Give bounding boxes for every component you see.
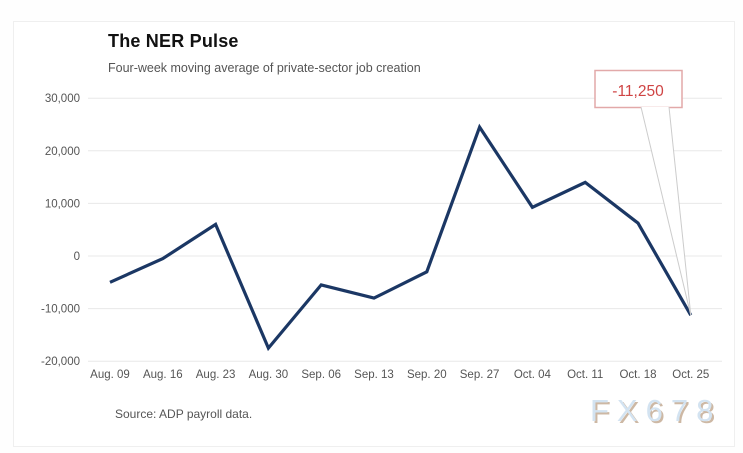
chart-subtitle: Four-week moving average of private-sect… xyxy=(108,61,421,75)
x-axis-label: Sep. 06 xyxy=(301,369,341,381)
annotation-box xyxy=(594,69,683,109)
y-axis-label: -20,000 xyxy=(41,356,80,368)
x-axis-label: Sep. 13 xyxy=(354,369,394,381)
x-axis-label: Aug. 23 xyxy=(196,369,236,381)
x-axis-label: Aug. 09 xyxy=(90,369,130,381)
y-axis-label: 30,000 xyxy=(45,93,80,105)
x-axis-label: Aug. 16 xyxy=(143,369,183,381)
data-line xyxy=(109,123,693,352)
x-axis-label: Oct. 25 xyxy=(672,369,709,381)
x-axis-label: Oct. 18 xyxy=(619,369,656,381)
source-note: Source: ADP payroll data. xyxy=(115,407,253,421)
x-axis-label: Aug. 30 xyxy=(249,369,289,381)
x-axis-label: Sep. 20 xyxy=(407,369,447,381)
x-axis-label: Oct. 11 xyxy=(567,369,603,381)
x-axis-label: Oct. 04 xyxy=(514,369,552,381)
y-axis-label: 0 xyxy=(74,251,80,263)
x-axis-label: Sep. 27 xyxy=(460,369,500,381)
chart-title: The NER Pulse xyxy=(108,31,239,51)
annotation-label: -11,250 xyxy=(612,83,664,100)
y-axis-label: 20,000 xyxy=(45,146,80,158)
y-axis-label: -10,000 xyxy=(41,304,80,316)
watermark: FX678 xyxy=(590,393,722,428)
annotation-callout-tail xyxy=(640,106,692,316)
y-axis-label: 10,000 xyxy=(45,198,80,210)
